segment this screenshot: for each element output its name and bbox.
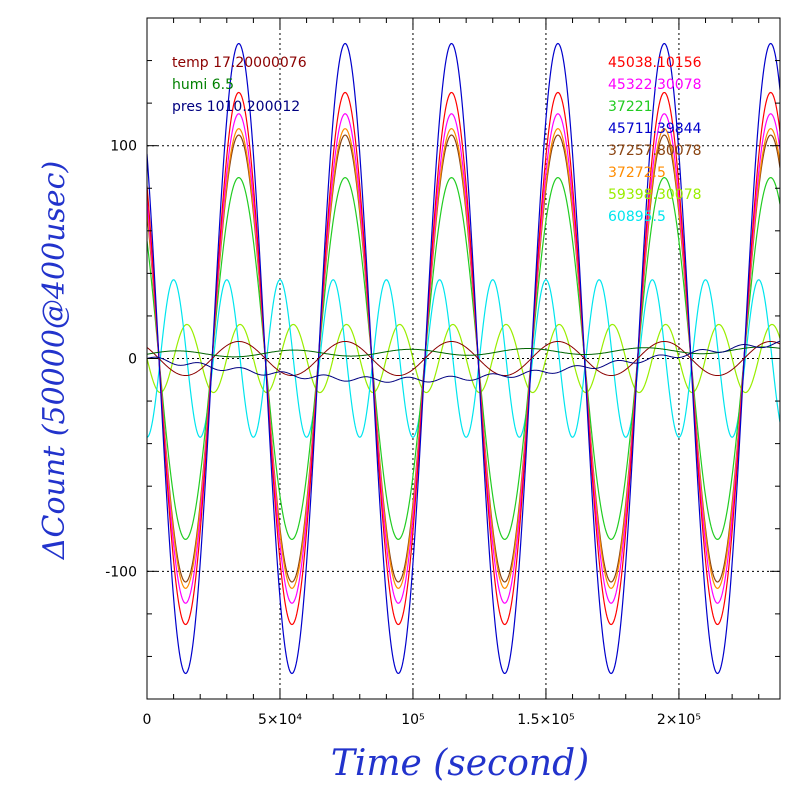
env-legend-item: humi 6.5 — [172, 77, 234, 93]
x-tick-label-0: 0 — [143, 712, 152, 728]
x-tick-label-2: 10⁵ — [401, 712, 424, 728]
env-trace-humi — [147, 346, 780, 358]
y-tick-label-1: 0 — [128, 352, 137, 368]
x-tick-label-3: 1.5×10⁵ — [517, 712, 574, 728]
series-legend-item: 60895.5 — [608, 209, 666, 225]
env-legend: temp 17.20000076 humi 6.5 pres 1010.200012 — [172, 55, 307, 115]
series-legend-item: 37272.5 — [608, 165, 666, 181]
series-line-60895.5 — [147, 279, 780, 438]
series-line-37221 — [147, 176, 780, 541]
axis-ticks — [146, 17, 780, 700]
series-legend-item: 37257.80078 — [608, 143, 702, 159]
y-tick-label-0: -100 — [105, 564, 137, 580]
series-lines — [147, 42, 780, 675]
y-axis-title: ΔCount (50000@400usec) — [37, 161, 72, 560]
x-tick-label-1: 5×10⁴ — [258, 712, 302, 728]
x-axis-title: Time (second) — [331, 743, 589, 784]
series-legend-item: 59398.30078 — [608, 187, 702, 203]
series-legend: 45038.10156 45322.30078 37221 45711.39844 37… — [608, 55, 702, 225]
x-tick-label-4: 2×10⁵ — [657, 712, 701, 728]
tick-labels: 0 5×10⁴ 10⁵ 1.5×10⁵ 2×10⁵ -100 0 100 — [105, 139, 701, 728]
series-legend-item: 45322.30078 — [608, 77, 702, 93]
series-legend-item: 45711.39844 — [608, 121, 702, 137]
env-legend-item: pres 1010.200012 — [172, 99, 300, 115]
y-tick-label-2: 100 — [110, 139, 137, 155]
env-trace-temp — [147, 340, 780, 377]
series-legend-item: 37221 — [608, 99, 653, 115]
env-trace-pres — [147, 340, 780, 383]
series-line-45038.10156 — [147, 91, 780, 626]
series-line-45711.39844 — [147, 42, 780, 675]
env-legend-item: temp 17.20000076 — [172, 55, 307, 71]
series-line-45322.30078 — [147, 113, 780, 604]
series-legend-item: 45038.10156 — [608, 55, 702, 71]
series-line-37272.5 — [147, 128, 780, 589]
